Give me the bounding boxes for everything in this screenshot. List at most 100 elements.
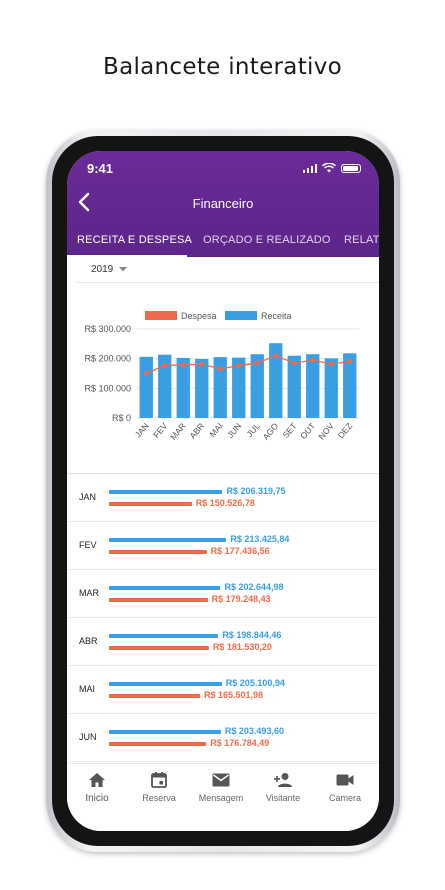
month-label: MAI — [79, 684, 96, 694]
x-tick-label: OUT — [298, 421, 317, 441]
despesa-point — [310, 357, 316, 363]
despesa-value: R$ 179.248,43 — [211, 594, 271, 604]
receita-value: R$ 213.425,84 — [230, 534, 290, 544]
year-underline — [77, 282, 379, 283]
receita-bar — [109, 586, 221, 590]
receita-bar — [306, 354, 320, 418]
despesa-point — [217, 366, 223, 372]
tab-relatorios[interactable]: RELATO — [344, 234, 379, 246]
despesa-point — [199, 361, 205, 367]
receita-value: R$ 202.644,98 — [224, 582, 284, 592]
legend-label: Receita — [261, 311, 292, 321]
despesa-value: R$ 177.436,56 — [210, 546, 270, 556]
x-tick-label: MAI — [207, 421, 224, 439]
month-label: JAN — [79, 492, 97, 502]
nav-reserva[interactable]: Reserva — [128, 770, 190, 803]
despesa-bar — [109, 742, 207, 746]
despesa-point — [291, 360, 297, 366]
month-label: ABR — [79, 636, 98, 646]
x-tick-label: ABR — [187, 421, 206, 441]
x-tick-label: FEV — [151, 421, 169, 440]
app-header: 9:41 Financeiro RECEITA E DESPESA ORÇADO… — [67, 151, 379, 257]
nav-label: Visitante — [265, 793, 301, 803]
despesa-point — [180, 362, 186, 368]
receita-value: R$ 206.319,75 — [226, 486, 286, 496]
person-add-icon — [274, 773, 292, 787]
receita-bar — [139, 356, 153, 418]
list-item[interactable]: JUN R$ 203.493,60 R$ 176.784,49 — [67, 714, 379, 762]
year-dropdown[interactable]: 2019 — [91, 264, 128, 275]
receita-bar — [287, 355, 301, 418]
list-item[interactable]: JAN R$ 206.319,75 R$ 150.526,78 — [67, 474, 379, 522]
year-value: 2019 — [91, 264, 114, 275]
despesa-value: R$ 176.784,49 — [210, 738, 270, 748]
despesa-point — [254, 360, 260, 366]
receita-bar — [109, 538, 227, 542]
receita-bar — [195, 359, 209, 418]
receita-bar — [109, 682, 222, 686]
signal-icon — [302, 163, 317, 173]
nav-camera[interactable]: Camera — [314, 770, 376, 803]
despesa-line — [145, 354, 350, 374]
y-tick-label: R$ 300.000 — [84, 324, 131, 334]
status-time: 9:41 — [87, 161, 114, 176]
home-icon — [89, 773, 105, 787]
y-tick-label: R$ 200.000 — [84, 354, 131, 364]
despesa-bar — [109, 646, 209, 650]
list-item[interactable]: MAI R$ 205.100,94 R$ 165.501,98 — [67, 666, 379, 714]
receita-bar — [109, 634, 219, 638]
x-tick-label: SET — [280, 421, 298, 440]
receita-bar — [343, 353, 357, 418]
legend-swatch — [145, 311, 177, 320]
page-headline: Balancete interativo — [103, 54, 342, 80]
receita-bar — [250, 354, 264, 418]
y-tick-label: R$ 0 — [112, 413, 131, 423]
despesa-value: R$ 181.530,20 — [212, 642, 272, 652]
receita-bar — [109, 490, 223, 494]
nav-label: Reserva — [142, 793, 176, 803]
x-tick-label: MAR — [168, 421, 188, 442]
despesa-bar — [109, 550, 207, 554]
tab-bar: RECEITA E DESPESA ORÇADO E REALIZADO REL… — [67, 227, 379, 257]
nav-mensagem[interactable]: Mensagem — [190, 770, 252, 803]
despesa-point — [347, 359, 353, 365]
x-tick-label: JUN — [225, 421, 243, 440]
receita-bar — [324, 358, 338, 418]
month-label: JUN — [79, 732, 97, 742]
despesa-value: R$ 150.526,78 — [195, 498, 255, 508]
nav-label: Inicio — [85, 793, 109, 804]
receita-value: R$ 198.844,46 — [222, 630, 282, 640]
tab-orcado-realizado[interactable]: ORÇADO E REALIZADO — [203, 234, 331, 246]
receita-bar — [232, 357, 246, 418]
revenue-expense-chart: Despesa Receita R$ 0 R$ 100.000 R$ 200.000 R$… — [84, 311, 359, 442]
back-arrow-icon[interactable] — [75, 191, 95, 213]
tab-receita-despesa[interactable]: RECEITA E DESPESA — [77, 234, 193, 246]
list-item[interactable]: MAR R$ 202.644,98 R$ 179.248,43 — [67, 570, 379, 618]
receita-bar — [213, 357, 227, 418]
active-tab-indicator — [67, 255, 187, 257]
x-tick-label: AGO — [260, 421, 280, 442]
x-tick-label: JUL — [244, 421, 262, 439]
list-item[interactable]: ABR R$ 198.844,46 R$ 181.530,20 — [67, 618, 379, 666]
x-tick-label: DEZ — [336, 421, 355, 440]
despesa-point — [143, 370, 149, 376]
receita-bar — [176, 357, 190, 418]
legend-label: Despesa — [181, 311, 217, 321]
receita-value: R$ 203.493,60 — [224, 726, 284, 736]
monthly-list: JAN R$ 206.319,75 R$ 150.526,78 FEV R$ 2… — [67, 474, 379, 762]
x-tick-label: NOV — [316, 421, 336, 442]
phone-screen: 9:41 Financeiro RECEITA E DESPESA ORÇADO… — [67, 151, 379, 831]
list-item[interactable]: FEV R$ 213.425,84 R$ 177.436,56 — [67, 522, 379, 570]
nav-visitante[interactable]: Visitante — [252, 770, 314, 803]
nav-inicio[interactable]: Inicio — [67, 770, 128, 804]
despesa-bar — [109, 694, 201, 698]
bottom-navigation: Inicio Reserva Mensagem Visitante Camera — [67, 763, 379, 831]
month-label: MAR — [79, 588, 99, 598]
nav-label: Camera — [328, 793, 361, 803]
month-label: FEV — [79, 540, 97, 550]
nav-label: Mensagem — [198, 793, 244, 803]
despesa-bar — [109, 502, 192, 506]
despesa-value: R$ 165.501,98 — [204, 690, 264, 700]
videocam-icon — [336, 774, 354, 786]
chart-separator — [67, 473, 379, 474]
